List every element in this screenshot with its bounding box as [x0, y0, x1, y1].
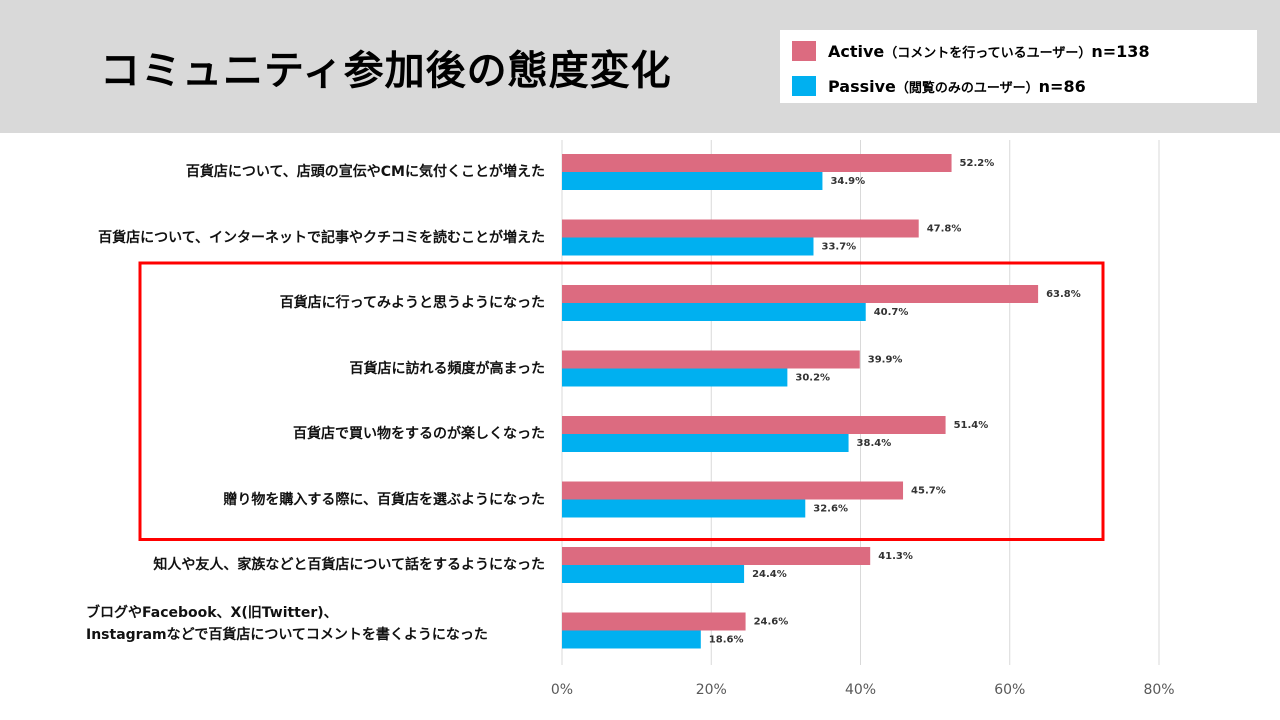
category-label: 百貨店について、店頭の宣伝やCMに気付くことが増えた	[185, 164, 545, 180]
data-label-active: 51.4%	[954, 420, 989, 431]
bar-active	[562, 350, 860, 369]
data-label-passive: 30.2%	[795, 373, 830, 384]
bar-passive	[562, 499, 806, 518]
data-label-active: 63.8%	[1046, 289, 1081, 300]
legend-n-passive: n=86	[1038, 76, 1086, 96]
bar-passive	[562, 630, 701, 649]
data-label-passive: 34.9%	[830, 176, 865, 187]
category-label: ブログやFacebook、X(旧Twitter)、 Instagramなどで百貨店…	[86, 604, 488, 643]
bar-active	[562, 416, 946, 434]
bar-active	[562, 612, 746, 631]
category-label: 贈り物を購入する際に、百貨店を選ぶようになった	[223, 491, 545, 508]
data-label-active: 47.8%	[927, 224, 962, 235]
legend: Active （コメントを行っているユーザー） n=138 Passive （閲…	[780, 30, 1257, 103]
category-label: 百貨店で買い物をするのが楽しくなった	[293, 426, 545, 442]
bar-active	[562, 154, 952, 172]
x-tick-label: 20%	[696, 682, 727, 698]
bar-active	[562, 285, 1039, 303]
x-tick-label: 0%	[551, 682, 573, 698]
bar-active	[562, 547, 871, 565]
legend-note-active: （コメントを行っているユーザー）	[884, 45, 1092, 61]
data-label-active: 45.7%	[911, 486, 946, 497]
bar-passive	[562, 434, 849, 452]
category-label: 百貨店に行ってみようと思うようになった	[279, 295, 545, 311]
x-tick-label: 60%	[994, 682, 1025, 698]
legend-item-active: Active （コメントを行っているユーザー） n=138	[792, 41, 1150, 61]
legend-swatch-passive	[792, 76, 816, 96]
chart-title: コミュニティ参加後の態度変化	[100, 48, 672, 94]
data-label-passive: 40.7%	[874, 307, 909, 318]
category-label: 百貨店について、インターネットで記事やクチコミを読むことが増えた	[98, 229, 545, 246]
category-label: 知人や友人、家族などと百貨店について話をするようになった	[153, 557, 545, 573]
x-tick-label: 80%	[1143, 682, 1174, 698]
data-label-active: 24.6%	[754, 617, 789, 628]
bar-passive	[562, 303, 866, 321]
bar-active	[562, 481, 904, 500]
data-label-passive: 18.6%	[709, 635, 744, 646]
data-label-active: 39.9%	[868, 355, 903, 366]
highlight-box	[138, 261, 1105, 541]
data-label-passive: 38.4%	[857, 438, 892, 449]
bar-passive	[562, 368, 788, 387]
data-label-passive: 24.4%	[752, 569, 787, 580]
bar-active	[562, 219, 919, 238]
x-tick-label: 40%	[845, 682, 876, 698]
header-band: コミュニティ参加後の態度変化 Active （コメントを行っているユーザー） n…	[0, 0, 1280, 133]
legend-swatch-active	[792, 41, 816, 61]
category-label: 百貨店に訪れる頻度が高まった	[349, 360, 545, 377]
legend-n-active: n=138	[1091, 41, 1150, 61]
bar-passive	[562, 172, 823, 190]
data-label-passive: 33.7%	[821, 242, 856, 253]
bar-passive	[562, 565, 745, 583]
data-label-active: 41.3%	[878, 551, 913, 562]
bar-passive	[562, 237, 814, 256]
legend-label-active: Active	[828, 41, 885, 61]
data-label-active: 52.2%	[960, 158, 995, 169]
legend-note-passive: （閲覧のみのユーザー）	[895, 80, 1039, 96]
legend-item-passive: Passive （閲覧のみのユーザー） n=86	[792, 76, 1086, 96]
data-label-passive: 32.6%	[813, 504, 848, 515]
legend-label-passive: Passive	[828, 76, 896, 96]
